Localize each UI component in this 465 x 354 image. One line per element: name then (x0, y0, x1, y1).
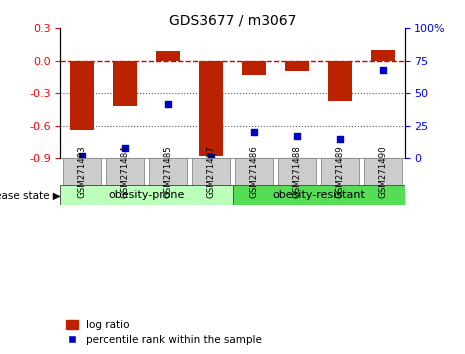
FancyBboxPatch shape (60, 185, 232, 205)
Text: obesity-prone: obesity-prone (108, 190, 185, 200)
FancyBboxPatch shape (232, 185, 405, 205)
Text: disease state ▶: disease state ▶ (0, 190, 60, 200)
Text: GSM271488: GSM271488 (292, 145, 301, 198)
Text: GSM271485: GSM271485 (164, 145, 173, 198)
Legend: log ratio, percentile rank within the sample: log ratio, percentile rank within the sa… (66, 320, 262, 345)
Bar (70, 61, 94, 130)
Text: GSM271483: GSM271483 (78, 145, 86, 198)
Point (121, 145, 129, 150)
Text: GSM271487: GSM271487 (206, 145, 215, 198)
Bar (242, 61, 266, 75)
Title: GDS3677 / m3067: GDS3677 / m3067 (169, 13, 296, 27)
FancyBboxPatch shape (192, 158, 230, 185)
Point (250, 129, 258, 135)
Bar (199, 61, 223, 156)
Point (379, 67, 387, 73)
Point (207, 154, 215, 160)
Text: GSM271484: GSM271484 (120, 145, 129, 198)
Bar (328, 61, 352, 101)
Text: GSM271490: GSM271490 (379, 145, 387, 198)
FancyBboxPatch shape (149, 158, 187, 185)
FancyBboxPatch shape (278, 158, 316, 185)
Point (293, 133, 301, 139)
Bar (371, 50, 395, 61)
Point (78, 153, 86, 158)
FancyBboxPatch shape (321, 158, 359, 185)
Point (336, 136, 344, 142)
Bar (285, 61, 309, 70)
Point (164, 101, 172, 107)
FancyBboxPatch shape (364, 158, 402, 185)
Text: GSM271486: GSM271486 (250, 145, 259, 198)
Bar (156, 51, 180, 61)
Text: obesity-resistant: obesity-resistant (272, 190, 365, 200)
FancyBboxPatch shape (235, 158, 273, 185)
Bar (113, 61, 137, 106)
Text: GSM271489: GSM271489 (336, 145, 345, 198)
FancyBboxPatch shape (63, 158, 101, 185)
FancyBboxPatch shape (106, 158, 144, 185)
